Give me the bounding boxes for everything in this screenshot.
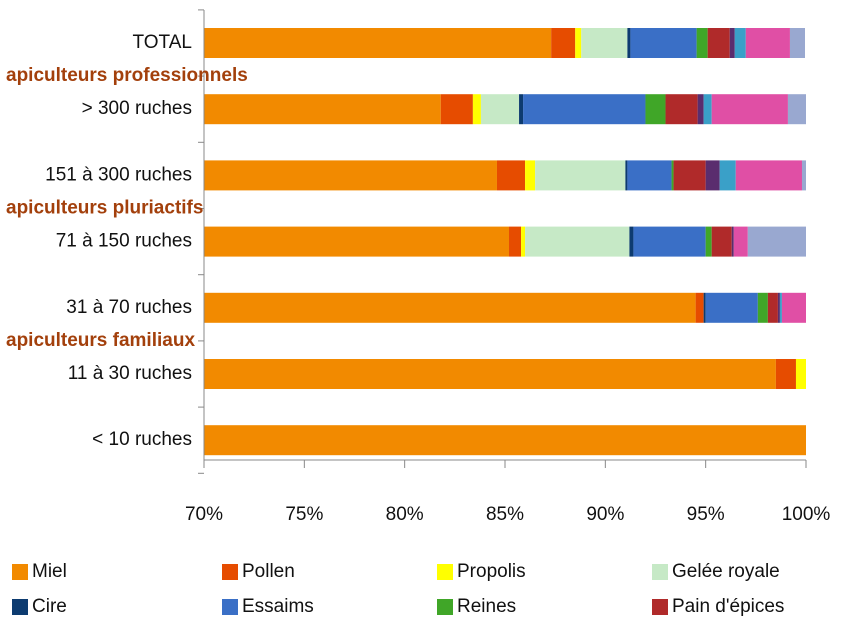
bar-segment xyxy=(801,160,806,191)
bar-segment xyxy=(703,94,712,125)
bar-segment xyxy=(523,94,646,125)
bar-segment xyxy=(535,160,626,191)
bar-segment xyxy=(729,28,735,58)
legend-swatch xyxy=(652,564,668,580)
bar-segment xyxy=(696,28,708,58)
bar-segment xyxy=(204,359,776,389)
legend-swatch xyxy=(12,599,28,615)
group-label: apiculteurs familiaux xyxy=(6,330,195,351)
category-label: < 10 ruches xyxy=(92,429,192,450)
bar-segment xyxy=(204,28,552,58)
bar-segment xyxy=(745,28,790,58)
category-label: > 300 ruches xyxy=(82,98,192,119)
x-tick-label: 70% xyxy=(185,504,223,525)
legend-label: Gelée royale xyxy=(672,561,780,582)
legend-swatch xyxy=(12,564,28,580)
category-label: TOTAL xyxy=(133,32,192,53)
x-tick-label: 85% xyxy=(486,504,524,525)
bar-segment xyxy=(480,94,520,125)
bar-segment xyxy=(705,226,712,257)
legend-label: Cire xyxy=(32,596,67,617)
bar-segment xyxy=(711,94,788,125)
bar-segment xyxy=(521,226,526,257)
x-tick-label: 90% xyxy=(586,504,624,525)
bar-segment xyxy=(707,28,730,58)
legend-swatch xyxy=(222,564,238,580)
bar-segment xyxy=(625,160,628,191)
category-label: 151 à 300 ruches xyxy=(45,164,192,185)
bar-segment xyxy=(697,94,704,125)
bar-segment xyxy=(705,292,758,323)
bar-segment xyxy=(695,292,704,323)
x-tick-label: 80% xyxy=(386,504,424,525)
bar-segment xyxy=(204,94,441,125)
legend-swatch xyxy=(652,599,668,615)
bar-segment xyxy=(496,160,526,191)
bar-segment xyxy=(204,226,510,257)
legend-label: Miel xyxy=(32,561,67,582)
bar-segment xyxy=(733,226,748,257)
legend-swatch xyxy=(437,564,453,580)
bar-segment xyxy=(671,160,674,191)
bar-segment xyxy=(735,160,802,191)
bar-segment xyxy=(204,425,806,456)
bar-segment xyxy=(665,94,698,125)
legend-label: Propolis xyxy=(457,561,526,582)
bar-segment xyxy=(204,160,497,191)
legend-label: Essaims xyxy=(242,596,314,617)
bar-segment xyxy=(757,292,768,323)
x-tick-label: 95% xyxy=(687,504,725,525)
legend-swatch xyxy=(437,599,453,615)
bar-segment xyxy=(795,359,806,389)
x-tick-label: 75% xyxy=(285,504,323,525)
bar-segment xyxy=(781,292,806,323)
bar-segment xyxy=(581,28,628,58)
legend-label: Pollen xyxy=(242,561,295,582)
bar-segment xyxy=(777,292,780,323)
bar-segment xyxy=(204,292,696,323)
bar-segment xyxy=(525,160,536,191)
bar-segment xyxy=(633,226,706,257)
bar-segment xyxy=(472,94,481,125)
bar-segment xyxy=(519,94,524,125)
bar-segment xyxy=(787,94,806,125)
bar-segment xyxy=(627,28,631,58)
bar-segment xyxy=(779,292,782,323)
bar-segment xyxy=(719,160,736,191)
plot-area xyxy=(204,28,806,456)
bar-segment xyxy=(711,226,732,257)
bar-segment xyxy=(775,359,796,389)
bar-segment xyxy=(747,226,806,257)
bar-segment xyxy=(673,160,706,191)
bar-segment xyxy=(645,94,666,125)
bar-segment xyxy=(630,28,697,58)
bar-segment xyxy=(440,94,473,125)
bar-segment xyxy=(627,160,672,191)
bar-segment xyxy=(629,226,634,257)
bar-segment xyxy=(509,226,522,257)
bar-segment xyxy=(767,292,778,323)
bar-segment xyxy=(575,28,582,58)
legend-label: Reines xyxy=(457,596,516,617)
bar-segment xyxy=(734,28,746,58)
x-tick-label: 100% xyxy=(782,504,831,525)
legend-swatch xyxy=(222,599,238,615)
category-label: 71 à 150 ruches xyxy=(56,231,192,252)
bar-segment xyxy=(789,28,805,58)
legend-label: Pain d'épices xyxy=(672,596,784,617)
category-label: 11 à 30 ruches xyxy=(68,363,192,384)
group-label: apiculteurs professionnels xyxy=(6,65,248,86)
bar-segment xyxy=(703,292,706,323)
group-label: apiculteurs pluriactifs xyxy=(6,198,203,219)
bar-segment xyxy=(525,226,630,257)
bar-segment xyxy=(551,28,576,58)
category-label: 31 à 70 ruches xyxy=(66,297,192,318)
bar-segment xyxy=(705,160,720,191)
bar-segment xyxy=(731,226,734,257)
